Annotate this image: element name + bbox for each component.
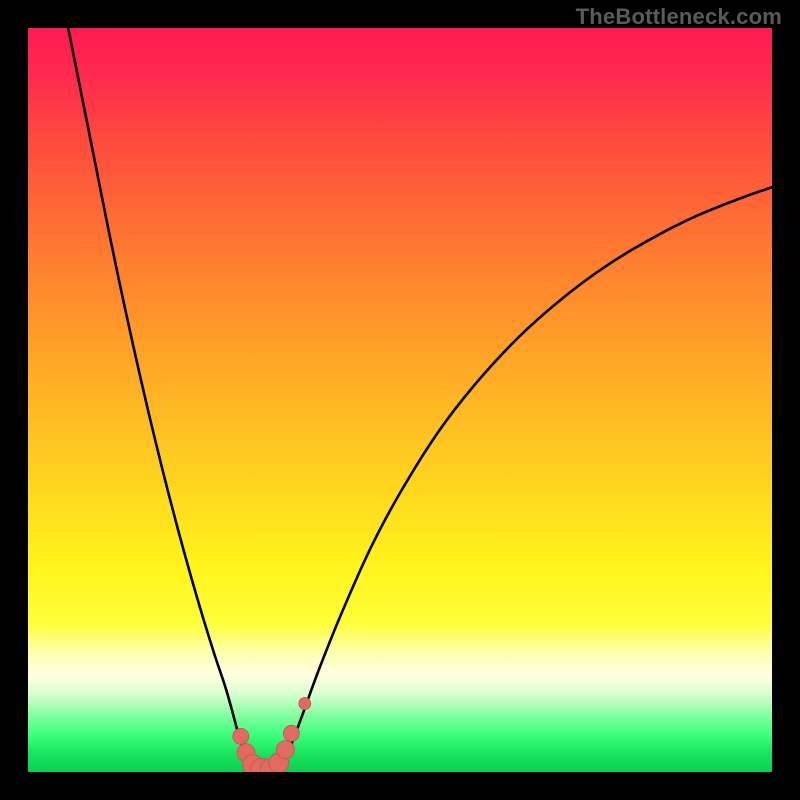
trough-marker <box>233 728 249 744</box>
chart-root: TheBottleneck.com <box>0 0 800 800</box>
trough-marker <box>276 741 294 759</box>
chart-background <box>28 28 772 772</box>
watermark-text: TheBottleneck.com <box>576 4 782 30</box>
bottleneck-curve-chart <box>0 0 800 800</box>
trough-marker <box>283 725 299 741</box>
trough-marker <box>299 698 311 710</box>
